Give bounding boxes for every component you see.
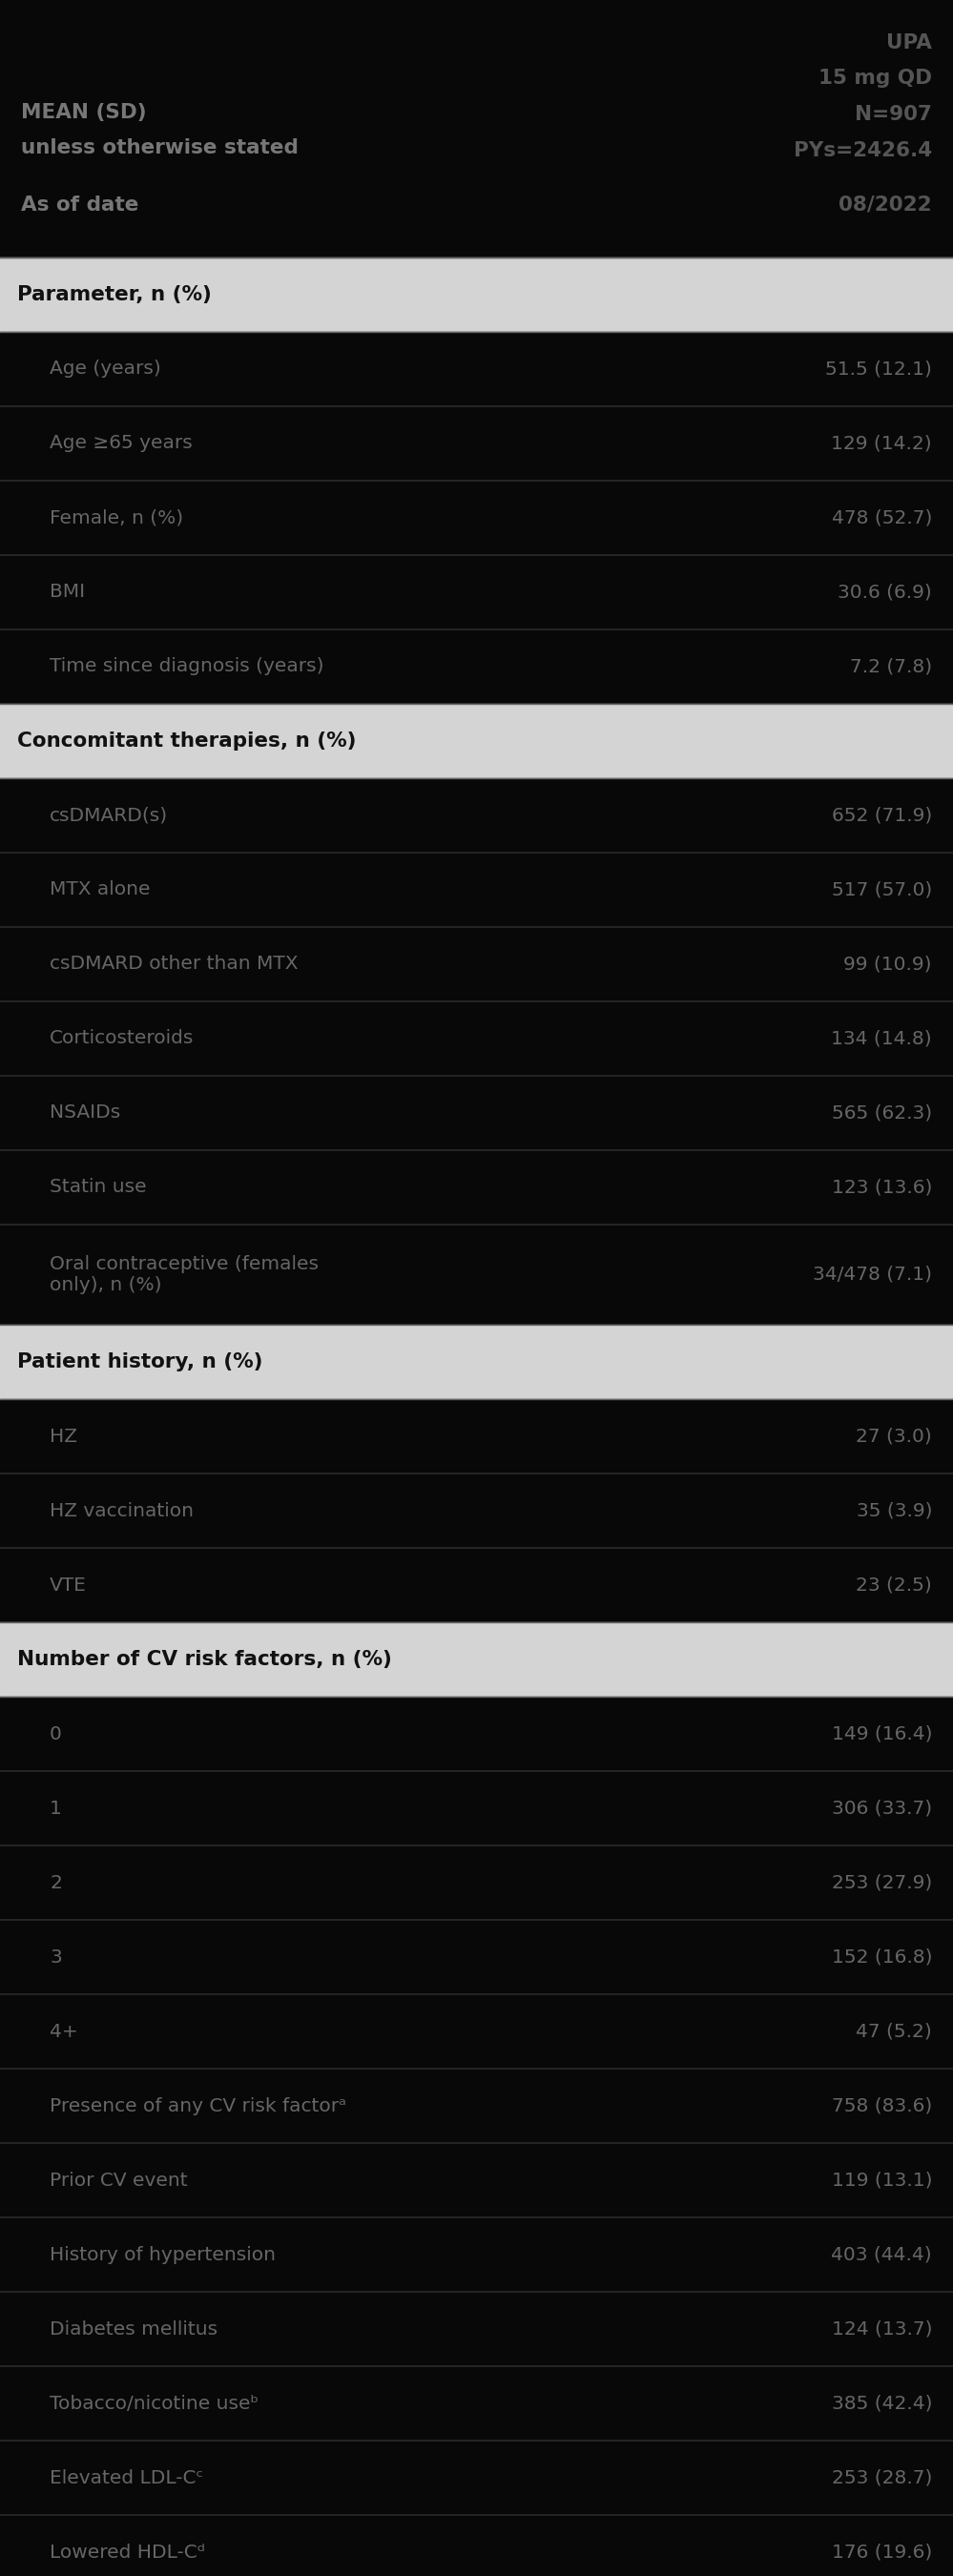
Text: 176 (19.6): 176 (19.6): [832, 2543, 932, 2561]
Bar: [0, 1844, 953, 1919]
Bar: [0, 2143, 953, 2218]
Text: 3: 3: [50, 1947, 62, 1965]
Text: csDMARD(s): csDMARD(s): [50, 806, 168, 824]
Bar: [0, 332, 953, 407]
Text: BMI: BMI: [50, 582, 85, 600]
Text: MEAN (SD): MEAN (SD): [21, 103, 147, 121]
Text: HZ vaccination: HZ vaccination: [50, 1502, 193, 1520]
Bar: [0, 1994, 953, 2069]
Text: 4+: 4+: [50, 2022, 78, 2040]
Bar: [0, 1224, 953, 1324]
Bar: [0, 2514, 953, 2576]
Text: csDMARD other than MTX: csDMARD other than MTX: [50, 956, 298, 974]
Bar: [0, 2293, 953, 2367]
Text: 306 (33.7): 306 (33.7): [832, 1798, 932, 1816]
Text: 2: 2: [50, 1873, 62, 1891]
Text: Patient history, n (%): Patient history, n (%): [17, 1352, 263, 1370]
Text: 403 (44.4): 403 (44.4): [831, 2246, 932, 2264]
Bar: [0, 1548, 953, 1623]
Text: Age (years): Age (years): [50, 361, 161, 379]
Bar: [0, 703, 953, 778]
Bar: [0, 1002, 953, 1077]
Bar: [0, 2069, 953, 2143]
Bar: [0, 407, 953, 482]
Text: 149 (16.4): 149 (16.4): [831, 1726, 932, 1744]
Bar: [0, 1077, 953, 1151]
Text: Time since diagnosis (years): Time since diagnosis (years): [50, 657, 324, 675]
Text: 652 (71.9): 652 (71.9): [832, 806, 932, 824]
Bar: [0, 1399, 953, 1473]
Text: 34/478 (7.1): 34/478 (7.1): [813, 1265, 932, 1283]
Text: 129 (14.2): 129 (14.2): [831, 435, 932, 453]
Bar: [0, 1324, 953, 1399]
Text: 27 (3.0): 27 (3.0): [856, 1427, 932, 1445]
Bar: [0, 1151, 953, 1224]
Text: 758 (83.6): 758 (83.6): [832, 2097, 932, 2115]
Text: HZ: HZ: [50, 1427, 77, 1445]
Text: 99 (10.9): 99 (10.9): [843, 956, 932, 974]
Text: Parameter, n (%): Parameter, n (%): [17, 286, 212, 304]
Text: 08/2022: 08/2022: [839, 196, 932, 214]
Text: Prior CV event: Prior CV event: [50, 2172, 188, 2190]
Text: Tobacco/nicotine useᵇ: Tobacco/nicotine useᵇ: [50, 2393, 258, 2414]
Text: NSAIDs: NSAIDs: [50, 1105, 120, 1123]
Text: Elevated LDL-Cᶜ: Elevated LDL-Cᶜ: [50, 2468, 203, 2486]
Text: 47 (5.2): 47 (5.2): [856, 2022, 932, 2040]
Text: 134 (14.8): 134 (14.8): [831, 1030, 932, 1048]
Text: Oral contraceptive (females: Oral contraceptive (females: [50, 1255, 318, 1273]
Bar: [0, 1473, 953, 1548]
Text: Female, n (%): Female, n (%): [50, 510, 183, 528]
Text: UPA: UPA: [886, 33, 932, 52]
Bar: [0, 1772, 953, 1844]
Text: 478 (52.7): 478 (52.7): [831, 510, 932, 528]
Bar: [0, 1919, 953, 1994]
Bar: [0, 853, 953, 927]
Text: 1: 1: [50, 1798, 62, 1816]
Text: 123 (13.6): 123 (13.6): [831, 1177, 932, 1195]
Text: 385 (42.4): 385 (42.4): [831, 2393, 932, 2414]
Text: 30.6 (6.9): 30.6 (6.9): [838, 582, 932, 600]
Text: 253 (28.7): 253 (28.7): [831, 2468, 932, 2486]
Text: 0: 0: [50, 1726, 62, 1744]
Text: Concomitant therapies, n (%): Concomitant therapies, n (%): [17, 732, 356, 750]
Bar: [0, 482, 953, 554]
Text: Statin use: Statin use: [50, 1177, 147, 1195]
Text: 35 (3.9): 35 (3.9): [856, 1502, 932, 1520]
Text: History of hypertension: History of hypertension: [50, 2246, 275, 2264]
Bar: [0, 554, 953, 629]
Text: 152 (16.8): 152 (16.8): [831, 1947, 932, 1965]
Text: Presence of any CV risk factorᵃ: Presence of any CV risk factorᵃ: [50, 2097, 346, 2115]
Text: 517 (57.0): 517 (57.0): [832, 881, 932, 899]
Text: Corticosteroids: Corticosteroids: [50, 1030, 194, 1048]
Bar: [0, 629, 953, 703]
Text: PYs=2426.4: PYs=2426.4: [794, 142, 932, 160]
Bar: [0, 258, 953, 332]
Text: 7.2 (7.8): 7.2 (7.8): [850, 657, 932, 675]
Bar: [0, 2367, 953, 2439]
Text: 253 (27.9): 253 (27.9): [832, 1873, 932, 1891]
Text: only), n (%): only), n (%): [50, 1275, 162, 1293]
Text: N=907: N=907: [855, 106, 932, 124]
Text: Number of CV risk factors, n (%): Number of CV risk factors, n (%): [17, 1651, 392, 1669]
Bar: [0, 1623, 953, 1698]
Text: 565 (62.3): 565 (62.3): [832, 1105, 932, 1123]
Text: 119 (13.1): 119 (13.1): [831, 2172, 932, 2190]
Text: Diabetes mellitus: Diabetes mellitus: [50, 2321, 217, 2339]
Text: 51.5 (12.1): 51.5 (12.1): [825, 361, 932, 379]
Bar: [0, 778, 953, 853]
Text: Lowered HDL-Cᵈ: Lowered HDL-Cᵈ: [50, 2543, 205, 2561]
Bar: [0, 0, 953, 258]
Text: VTE: VTE: [50, 1577, 87, 1595]
Text: 124 (13.7): 124 (13.7): [831, 2321, 932, 2339]
Bar: [0, 1698, 953, 1772]
Text: As of date: As of date: [21, 196, 139, 214]
Text: MTX alone: MTX alone: [50, 881, 151, 899]
Bar: [0, 927, 953, 1002]
Text: Age ≥65 years: Age ≥65 years: [50, 435, 193, 453]
Bar: [0, 2439, 953, 2514]
Text: 23 (2.5): 23 (2.5): [856, 1577, 932, 1595]
Text: unless otherwise stated: unless otherwise stated: [21, 139, 298, 157]
Bar: [0, 2218, 953, 2293]
Text: 15 mg QD: 15 mg QD: [819, 70, 932, 88]
